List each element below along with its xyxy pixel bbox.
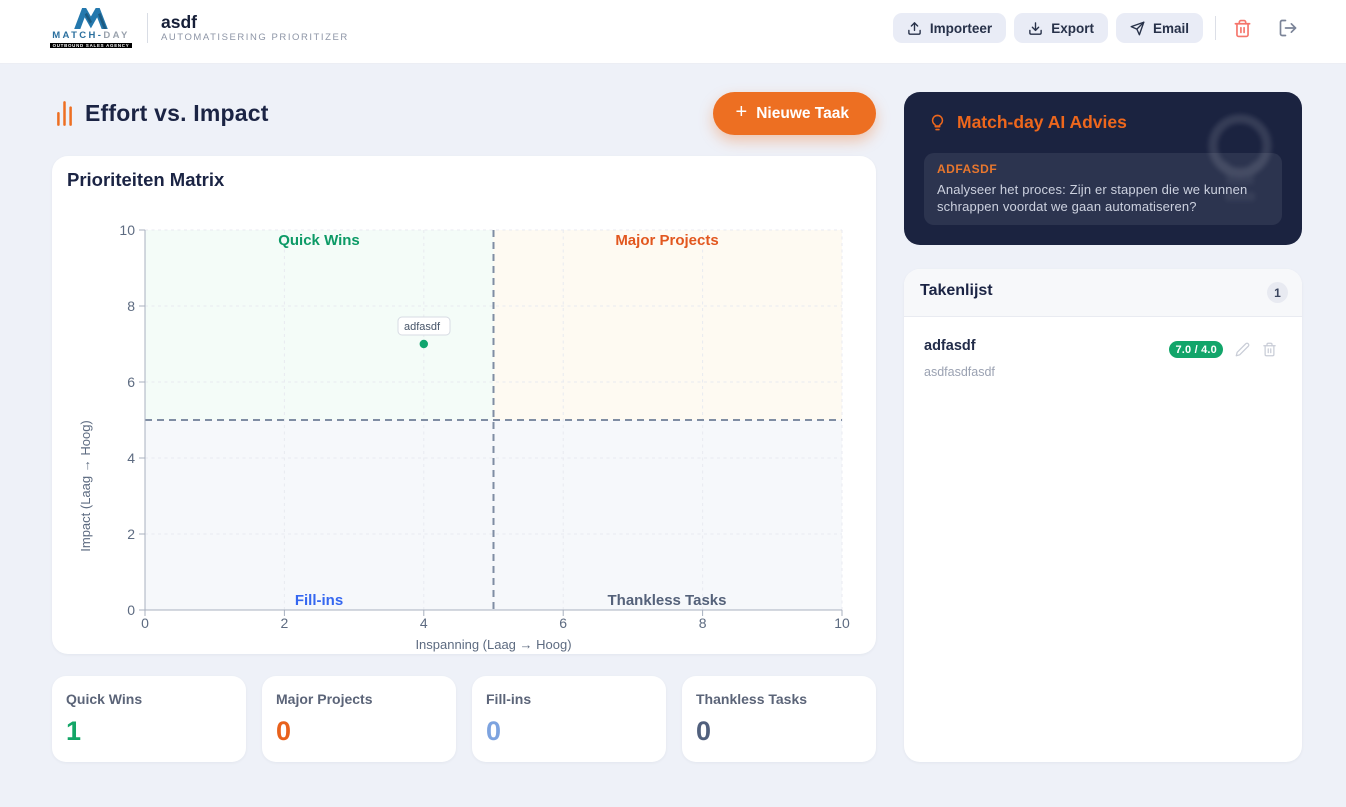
svg-text:8: 8 bbox=[127, 298, 135, 314]
svg-text:2: 2 bbox=[281, 615, 289, 631]
svg-text:Impact (Laag → Hoog): Impact (Laag → Hoog) bbox=[78, 420, 93, 552]
svg-text:2: 2 bbox=[127, 526, 135, 542]
svg-text:8: 8 bbox=[699, 615, 707, 631]
svg-text:0: 0 bbox=[141, 615, 149, 631]
svg-text:Inspanning (Laag → Hoog): Inspanning (Laag → Hoog) bbox=[415, 637, 571, 652]
svg-text:Fill-ins: Fill-ins bbox=[295, 592, 343, 609]
svg-text:6: 6 bbox=[127, 374, 135, 390]
svg-text:4: 4 bbox=[420, 615, 428, 631]
svg-text:Major Projects: Major Projects bbox=[615, 232, 718, 249]
svg-text:Thankless Tasks: Thankless Tasks bbox=[608, 592, 727, 609]
svg-text:adfasdf: adfasdf bbox=[404, 321, 441, 333]
svg-text:4: 4 bbox=[127, 450, 135, 466]
svg-text:6: 6 bbox=[559, 615, 567, 631]
svg-text:10: 10 bbox=[834, 615, 850, 631]
svg-text:Quick Wins: Quick Wins bbox=[278, 232, 360, 249]
svg-text:10: 10 bbox=[119, 222, 135, 238]
svg-text:0: 0 bbox=[127, 602, 135, 618]
